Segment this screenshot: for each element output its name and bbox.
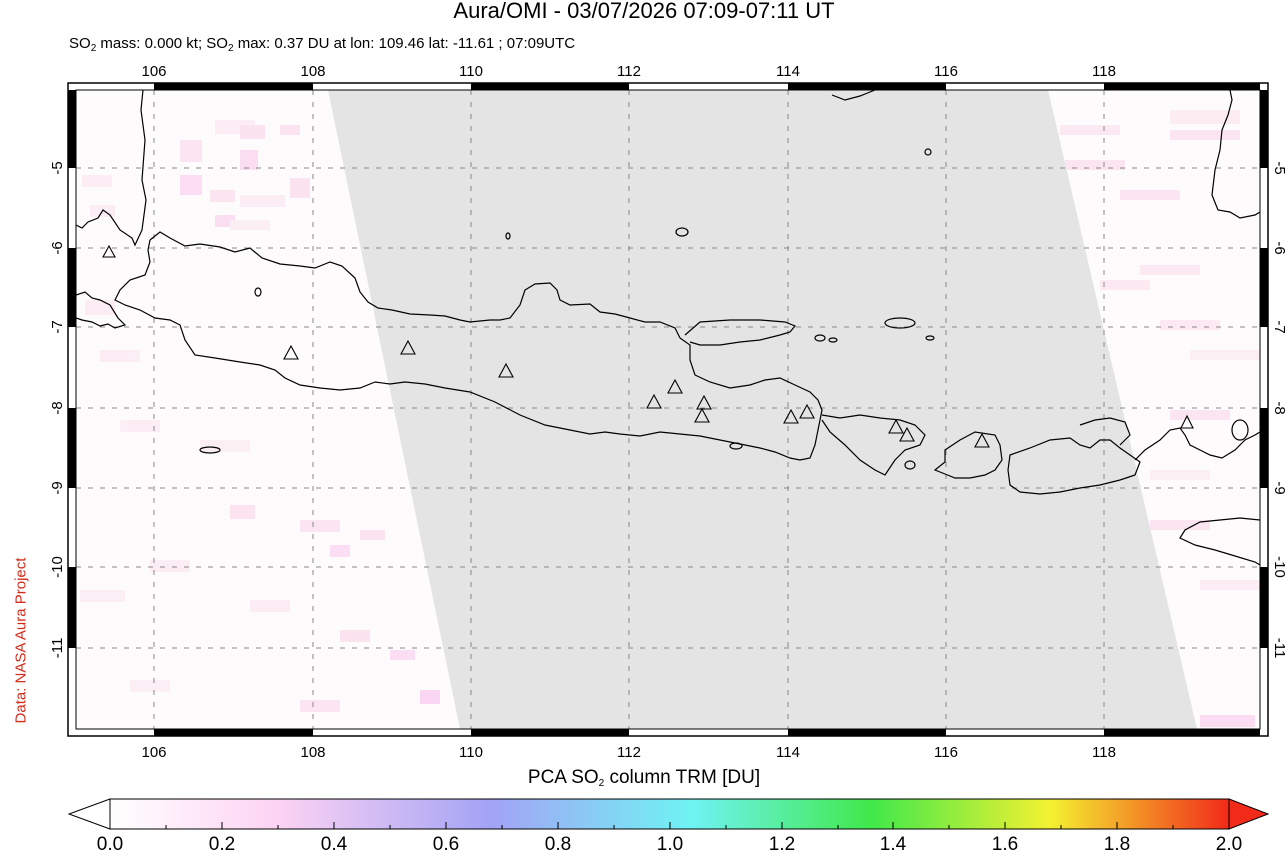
lat-tick-label: -9 bbox=[1271, 481, 1288, 494]
lon-tick-label: 106 bbox=[141, 744, 166, 761]
colorbar-tick-label: 0.8 bbox=[544, 834, 572, 855]
lat-tick-label: -9 bbox=[49, 481, 66, 494]
colorbar-over-arrow bbox=[1228, 798, 1270, 830]
colorbar-tick-label: 2.0 bbox=[1215, 834, 1243, 855]
lat-tick-label: -11 bbox=[49, 638, 66, 659]
colorbar-tick-label: 0.0 bbox=[96, 834, 124, 855]
lon-tick-label: 114 bbox=[776, 63, 800, 80]
map-title: Aura/OMI - 03/07/2026 07:09-07:11 UT bbox=[453, 0, 835, 23]
colorbar-tick-label: 1.8 bbox=[1103, 834, 1131, 855]
colorbar-tick-label: 1.4 bbox=[879, 834, 907, 855]
colorbar-ticks bbox=[165, 822, 1174, 829]
colorbar-title-subscript: 2 bbox=[598, 778, 605, 789]
lon-tick-label: 110 bbox=[459, 63, 483, 80]
lon-tick-label: 110 bbox=[459, 744, 483, 761]
lon-tick-label: 114 bbox=[776, 744, 800, 761]
so2-max-text: max: 0.37 DU at lon: 109.46 lat: -11.61 … bbox=[233, 35, 576, 52]
lon-tick-label: 108 bbox=[300, 63, 325, 80]
lat-tick-label: -7 bbox=[49, 320, 66, 333]
lat-tick-label: -6 bbox=[49, 241, 66, 254]
lon-tick-label: 116 bbox=[934, 63, 958, 80]
colorbar-tick-label: 0.2 bbox=[208, 834, 236, 855]
so2-label: SO bbox=[206, 35, 228, 52]
colorbar-title-prefix: PCA SO bbox=[527, 767, 599, 788]
lat-tick-label: -10 bbox=[1271, 556, 1288, 578]
graticule bbox=[76, 90, 1260, 729]
frame-bar-left bbox=[68, 90, 76, 648]
lon-tick-label: 112 bbox=[617, 63, 641, 80]
lat-tick-label: -6 bbox=[1271, 241, 1288, 254]
lon-labels-top: 106 108 110 112 114 116 118 bbox=[141, 63, 1115, 80]
frame-bar-right bbox=[1260, 90, 1268, 648]
lat-tick-label: -11 bbox=[1271, 638, 1288, 659]
so2-summary: SO2 mass: 0.000 kt; SO2 max: 0.37 DU at … bbox=[69, 35, 575, 54]
so2-mass-text: mass: 0.000 kt; bbox=[96, 35, 207, 52]
so2-subscript: 2 bbox=[90, 43, 97, 54]
lon-tick-label: 108 bbox=[300, 744, 325, 761]
frame-bar-bottom bbox=[154, 729, 1260, 736]
colorbar-tick-label: 0.6 bbox=[432, 834, 460, 855]
so2-subscript: 2 bbox=[227, 43, 234, 54]
lat-tick-label: -5 bbox=[49, 161, 66, 174]
colorbar-tick-label: 1.0 bbox=[656, 834, 684, 855]
colorbar-tick-label: 1.2 bbox=[768, 834, 796, 855]
lon-tick-label: 112 bbox=[617, 744, 641, 761]
lon-tick-label: 106 bbox=[141, 63, 166, 80]
lat-labels-left: -5 -6 -7 -8 -9 -10 -11 bbox=[49, 161, 66, 658]
lat-tick-label: -10 bbox=[49, 556, 66, 578]
so2-pixels bbox=[80, 110, 1260, 727]
colorbar bbox=[67, 798, 1270, 830]
lat-tick-label: -8 bbox=[49, 401, 66, 414]
frame-bar-top bbox=[154, 83, 1260, 90]
lon-labels-bottom: 106 108 110 112 114 116 118 bbox=[141, 744, 1115, 761]
colorbar-title-suffix: column TRM [DU] bbox=[604, 767, 761, 788]
colorbar-tick-label: 0.4 bbox=[320, 834, 348, 855]
coastlines bbox=[76, 90, 1260, 566]
volcano-markers bbox=[102, 244, 1194, 448]
colorbar-title: PCA SO2 column TRM [DU] bbox=[0, 767, 1288, 789]
lat-tick-label: -8 bbox=[1271, 401, 1288, 414]
lat-labels-right: -5 -6 -7 -8 -9 -10 -11 bbox=[1271, 161, 1288, 658]
colorbar-tick-label: 1.6 bbox=[991, 834, 1019, 855]
lon-tick-label: 116 bbox=[934, 744, 958, 761]
lat-tick-label: -7 bbox=[1271, 320, 1288, 333]
colorbar-under-arrow bbox=[67, 798, 111, 830]
lon-tick-label: 118 bbox=[1092, 63, 1116, 80]
lon-tick-label: 118 bbox=[1092, 744, 1116, 761]
lat-tick-label: -5 bbox=[1271, 161, 1288, 174]
no-data-swath bbox=[328, 90, 1197, 729]
so2-label: SO bbox=[69, 35, 91, 52]
